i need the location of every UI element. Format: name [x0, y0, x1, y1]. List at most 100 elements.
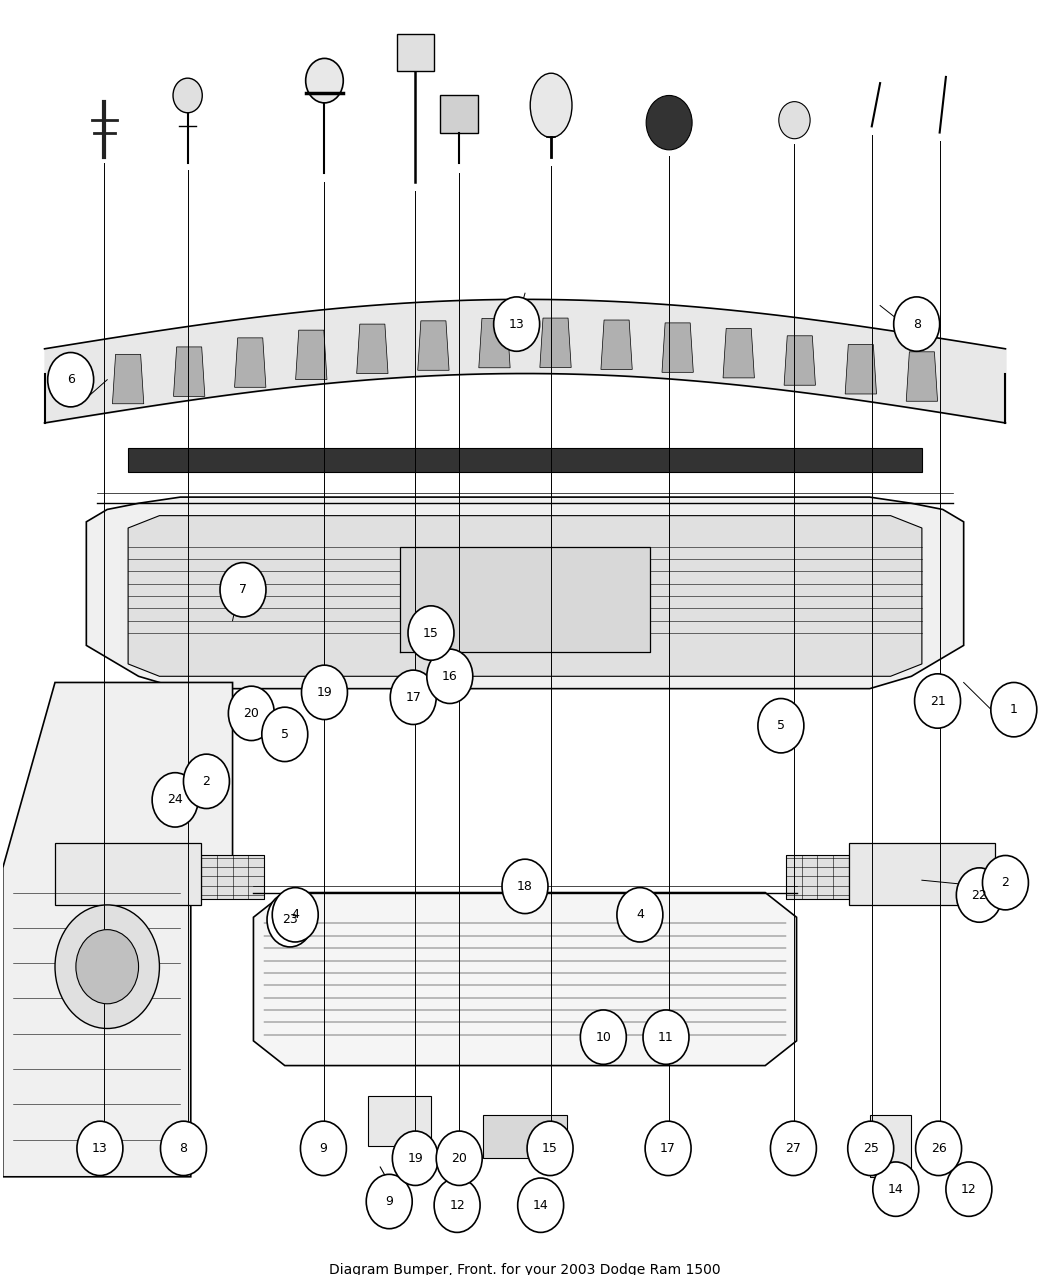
Circle shape	[426, 649, 472, 704]
Text: 18: 18	[517, 880, 533, 892]
Circle shape	[916, 1121, 962, 1176]
Text: 15: 15	[542, 1142, 558, 1155]
Text: 5: 5	[280, 728, 289, 741]
Circle shape	[173, 78, 203, 112]
Text: 13: 13	[509, 317, 525, 330]
Text: 7: 7	[239, 583, 247, 597]
Text: 25: 25	[863, 1142, 879, 1155]
Circle shape	[527, 1121, 573, 1176]
Circle shape	[643, 1010, 689, 1065]
Text: 21: 21	[929, 695, 945, 708]
Polygon shape	[128, 448, 922, 472]
Text: 2: 2	[1002, 876, 1009, 889]
Circle shape	[617, 887, 663, 942]
Text: 27: 27	[785, 1142, 801, 1155]
Circle shape	[152, 773, 198, 827]
Text: 9: 9	[385, 1195, 393, 1207]
Text: 26: 26	[930, 1142, 946, 1155]
Text: 5: 5	[777, 719, 785, 732]
Text: 23: 23	[282, 913, 298, 926]
Polygon shape	[784, 335, 816, 385]
Text: 16: 16	[442, 669, 458, 683]
Circle shape	[77, 1121, 123, 1176]
Text: 12: 12	[961, 1183, 976, 1196]
Text: 17: 17	[660, 1142, 676, 1155]
Circle shape	[434, 1178, 480, 1233]
Circle shape	[408, 606, 454, 660]
Circle shape	[272, 887, 318, 942]
Polygon shape	[869, 1116, 911, 1177]
Circle shape	[957, 868, 1003, 922]
Polygon shape	[845, 344, 877, 394]
Text: 8: 8	[912, 317, 921, 330]
Circle shape	[494, 297, 540, 352]
Polygon shape	[540, 317, 571, 367]
Circle shape	[161, 1121, 207, 1176]
Text: 14: 14	[888, 1183, 904, 1196]
Circle shape	[581, 1010, 626, 1065]
Polygon shape	[112, 354, 144, 404]
Text: 8: 8	[180, 1142, 188, 1155]
Circle shape	[393, 1131, 438, 1186]
Polygon shape	[3, 682, 232, 1177]
Circle shape	[502, 859, 548, 914]
Polygon shape	[723, 329, 754, 377]
Text: 22: 22	[971, 889, 987, 901]
Circle shape	[771, 1121, 817, 1176]
Text: Diagram Bumper, Front. for your 2003 Dodge Ram 1500: Diagram Bumper, Front. for your 2003 Dod…	[330, 1264, 720, 1275]
Text: 19: 19	[407, 1151, 423, 1165]
Polygon shape	[786, 856, 848, 899]
Text: 19: 19	[317, 686, 333, 699]
Circle shape	[261, 708, 308, 761]
Circle shape	[436, 1131, 482, 1186]
Polygon shape	[418, 321, 449, 370]
Text: 12: 12	[449, 1198, 465, 1211]
Circle shape	[646, 96, 692, 150]
Polygon shape	[662, 323, 693, 372]
Text: 4: 4	[636, 908, 644, 922]
Polygon shape	[253, 892, 797, 1066]
Polygon shape	[906, 352, 938, 402]
Text: 4: 4	[291, 908, 299, 922]
Circle shape	[306, 59, 343, 103]
Circle shape	[894, 297, 940, 352]
FancyBboxPatch shape	[440, 96, 478, 133]
Circle shape	[229, 686, 274, 741]
Circle shape	[391, 671, 436, 724]
Text: 13: 13	[92, 1142, 108, 1155]
Circle shape	[55, 905, 160, 1029]
Polygon shape	[86, 497, 964, 688]
Circle shape	[366, 1174, 413, 1229]
Polygon shape	[601, 320, 632, 370]
Text: 15: 15	[423, 626, 439, 640]
Circle shape	[983, 856, 1028, 910]
Circle shape	[184, 754, 229, 808]
Circle shape	[779, 102, 811, 139]
Text: 9: 9	[319, 1142, 328, 1155]
Circle shape	[645, 1121, 691, 1176]
Text: 6: 6	[67, 374, 75, 386]
Polygon shape	[483, 1116, 567, 1158]
Polygon shape	[55, 843, 202, 905]
Polygon shape	[296, 330, 327, 380]
Text: 20: 20	[244, 706, 259, 720]
Circle shape	[267, 892, 313, 947]
Polygon shape	[173, 347, 205, 397]
Polygon shape	[400, 547, 650, 652]
Polygon shape	[479, 319, 510, 367]
Text: 14: 14	[532, 1198, 548, 1211]
Text: 20: 20	[452, 1151, 467, 1165]
Text: 1: 1	[1010, 703, 1017, 717]
Circle shape	[301, 666, 348, 719]
Text: 10: 10	[595, 1030, 611, 1044]
Circle shape	[847, 1121, 894, 1176]
Text: 17: 17	[405, 691, 421, 704]
Polygon shape	[369, 1096, 430, 1146]
FancyBboxPatch shape	[397, 33, 434, 70]
Circle shape	[873, 1162, 919, 1216]
Text: 11: 11	[658, 1030, 674, 1044]
Ellipse shape	[530, 73, 572, 138]
Polygon shape	[128, 515, 922, 676]
Circle shape	[915, 673, 961, 728]
Circle shape	[47, 352, 93, 407]
